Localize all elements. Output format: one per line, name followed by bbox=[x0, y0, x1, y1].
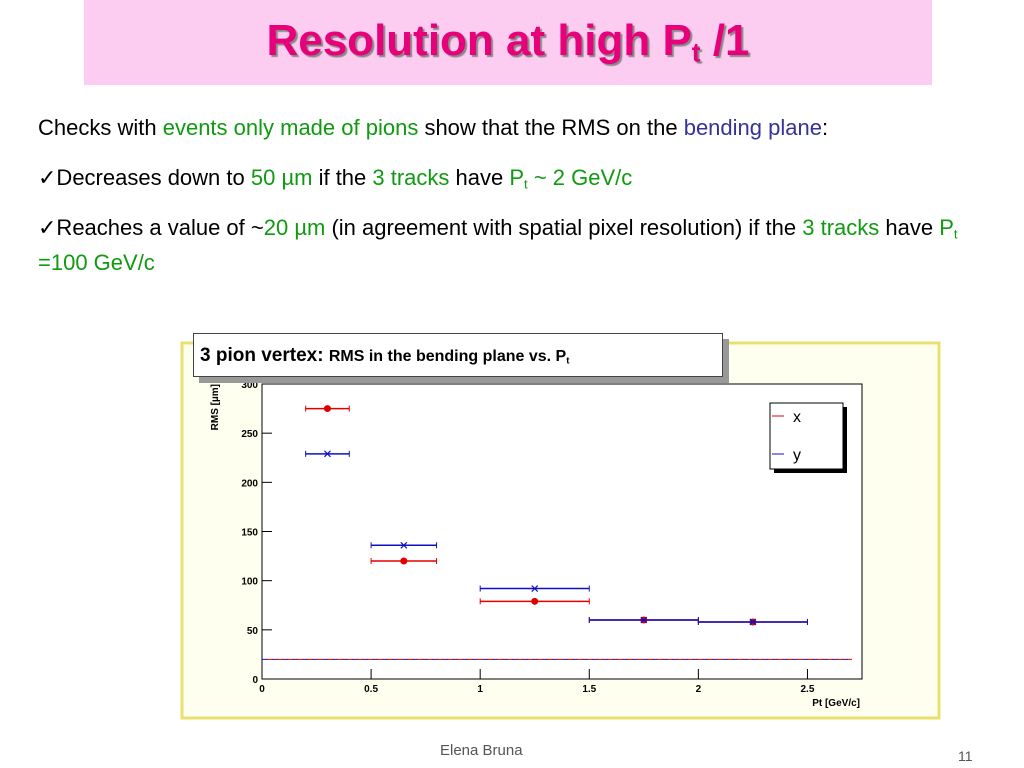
y-tick-label: 50 bbox=[247, 626, 259, 637]
data-point bbox=[531, 585, 539, 592]
x-tick-label: 0.5 bbox=[364, 684, 378, 695]
text-run: bending plane bbox=[683, 115, 822, 140]
page-number: 11 bbox=[958, 748, 973, 764]
paragraph: ✓Decreases down to 50 µm if the 3 tracks… bbox=[38, 160, 988, 195]
text-run: Resolution at high P bbox=[266, 16, 692, 65]
text-run: t bbox=[524, 176, 528, 192]
y-tick-label: 150 bbox=[241, 528, 258, 539]
x-tick-label: 1 bbox=[477, 684, 483, 695]
plot-area bbox=[261, 383, 863, 680]
body-text: Checks with events only made of pions sh… bbox=[38, 110, 988, 295]
text-run: events only made of pions bbox=[162, 115, 419, 140]
text-run: /1 bbox=[700, 16, 750, 65]
paragraph: ✓Reaches a value of ~20 µm (in agreement… bbox=[38, 210, 988, 280]
x-tick-label: 2.5 bbox=[801, 684, 815, 695]
text-run: ~ 2 GeV/c bbox=[527, 165, 633, 190]
data-point bbox=[749, 618, 757, 626]
text-run: : bbox=[821, 115, 829, 140]
text-run: 50 µm bbox=[250, 165, 313, 190]
text-run: 20 µm bbox=[263, 215, 326, 240]
text-run: Checks with bbox=[38, 115, 163, 140]
text-run: t bbox=[691, 37, 701, 68]
x-tick-label: 2 bbox=[696, 684, 702, 695]
y-axis-label: RMS [µm] bbox=[210, 384, 221, 430]
legend-label: x bbox=[793, 409, 801, 426]
text-run: have bbox=[449, 165, 510, 190]
text-run: P bbox=[939, 215, 954, 240]
text-run: t bbox=[566, 355, 570, 367]
data-point bbox=[400, 541, 408, 549]
legend bbox=[769, 402, 844, 470]
y-tick-label: 100 bbox=[241, 577, 258, 588]
data-point bbox=[324, 450, 331, 458]
text-run: =100 GeV/c bbox=[38, 250, 155, 275]
y-tick-label: 0 bbox=[252, 675, 258, 686]
data-point bbox=[531, 597, 539, 605]
text-run: P bbox=[509, 165, 525, 190]
text-run: ✓Reaches a value of ~ bbox=[38, 215, 264, 240]
text-run: (in agreement with spatial pixel resolut… bbox=[325, 215, 803, 240]
x-tick-label: 0 bbox=[259, 684, 265, 695]
text-run: if the bbox=[312, 165, 373, 190]
text-run: 3 tracks bbox=[802, 215, 880, 240]
paragraph: Checks with events only made of pions sh… bbox=[38, 110, 988, 145]
x-tick-label: 1.5 bbox=[582, 684, 596, 695]
slide-title: Resolution at high Pt /1 bbox=[84, 0, 932, 85]
x-axis-label: Pt [GeV/c] bbox=[812, 698, 860, 709]
text-run: have bbox=[879, 215, 940, 240]
text-run: t bbox=[953, 226, 958, 242]
text-run: RMS in the bending plane vs. P bbox=[328, 348, 567, 365]
y-tick-label: 250 bbox=[241, 429, 258, 440]
y-tick-label: 200 bbox=[241, 478, 258, 489]
text-run: ✓Decreases down to bbox=[38, 165, 251, 190]
text-run: 3 pion vertex: bbox=[200, 345, 329, 366]
footer-author: Elena Bruna bbox=[440, 742, 523, 759]
data-point bbox=[640, 616, 648, 624]
chart-title: 3 pion vertex: RMS in the bending plane … bbox=[193, 333, 723, 377]
legend-label: y bbox=[793, 447, 801, 464]
text-run: 3 tracks bbox=[372, 165, 450, 190]
text-run: show that the RMS on the bbox=[418, 115, 684, 140]
data-point bbox=[400, 557, 408, 565]
y-tick-label: 300 bbox=[241, 380, 258, 391]
data-point bbox=[323, 405, 331, 413]
